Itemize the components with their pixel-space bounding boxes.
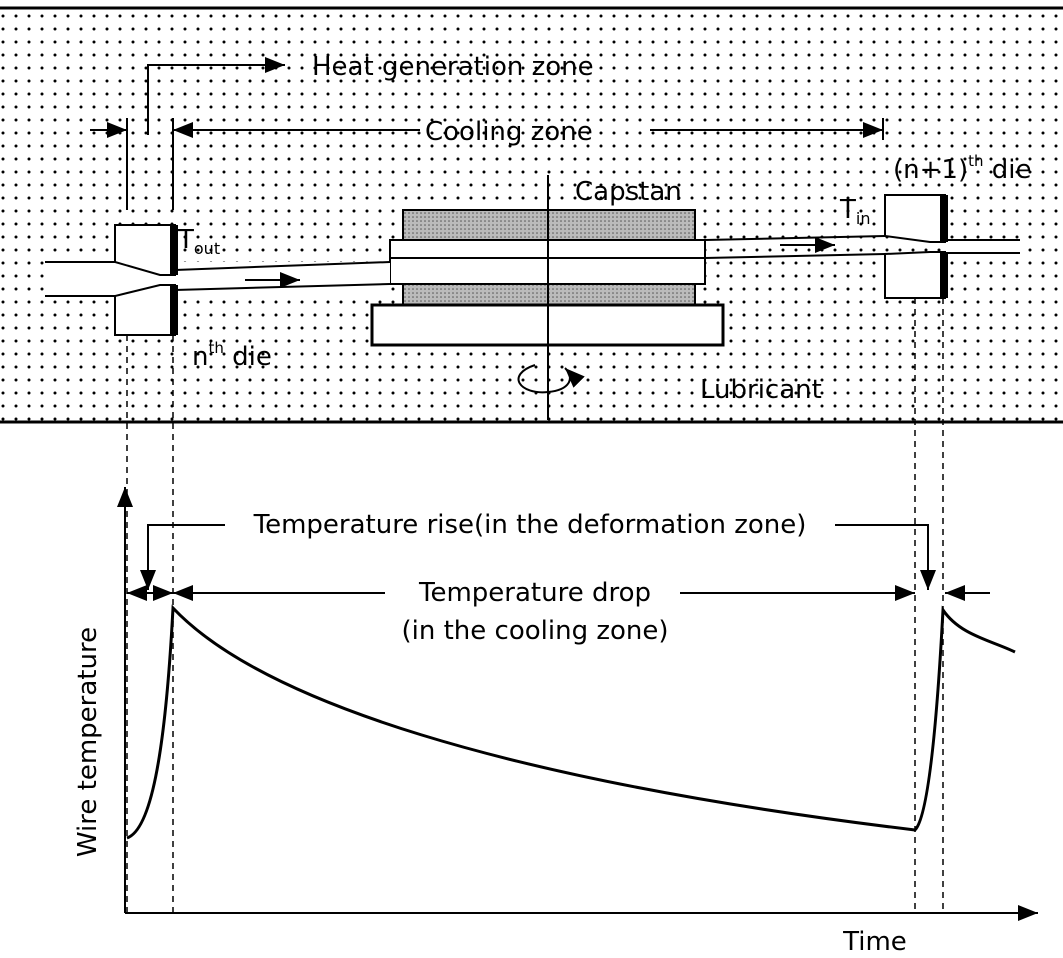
- die: [884, 194, 946, 243]
- temperature-rise-label: Temperature rise(in the deformation zone…: [253, 510, 807, 540]
- rotation: [517, 364, 585, 394]
- top-panel: Heat generation zone Cooling zone Capsta…: [0, 6, 1063, 424]
- t-in-label: Tin: [839, 195, 870, 228]
- heat-zone-label: Heat generation zone: [312, 52, 594, 82]
- temperature-drop-label: Temperature drop: [418, 578, 651, 608]
- t-out-label: Tout: [177, 225, 220, 258]
- lubricant-label: Lubricant: [700, 375, 822, 405]
- cooling-zone-label: Cooling zone: [425, 117, 593, 147]
- wire: [45, 262, 390, 296]
- next-die-label: (n+1)th die: [893, 152, 1031, 185]
- capstan-label: Capstan: [575, 177, 682, 207]
- nth-die-label: nth die: [192, 339, 272, 372]
- bottom-panel: Temperature rise(in the deformation zone…: [73, 298, 1038, 957]
- die: [884, 251, 946, 299]
- y-axis-label: Wire temperature: [73, 627, 103, 857]
- temperature-curve: [126, 604, 1016, 840]
- die: [114, 284, 176, 336]
- x-axis-label: Time: [842, 927, 907, 957]
- die: [114, 224, 176, 276]
- temperature-drop-note: (in the cooling zone): [401, 616, 668, 646]
